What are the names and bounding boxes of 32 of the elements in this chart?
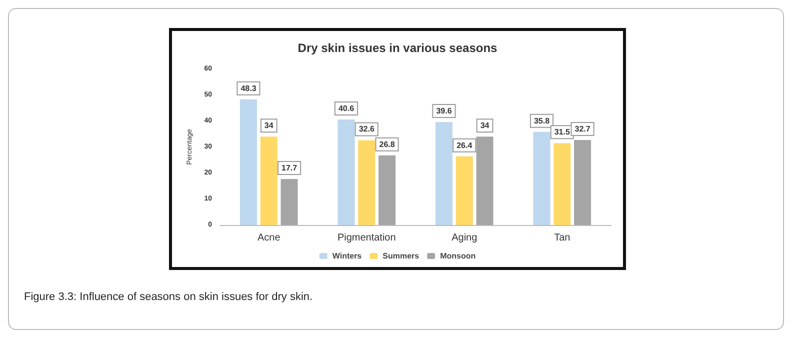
- x-tick-label: Tan: [554, 232, 570, 244]
- data-label: 32.7: [574, 124, 591, 134]
- data-label: 39.6: [436, 106, 452, 116]
- data-label: 34: [480, 121, 490, 130]
- bar: [533, 132, 550, 225]
- bar: [456, 156, 473, 225]
- bar: [574, 140, 592, 225]
- data-label: 40.6: [338, 104, 355, 113]
- data-label: 17.7: [281, 163, 298, 172]
- bar: [378, 155, 396, 225]
- data-label: 26.8: [379, 140, 396, 149]
- x-tick-label: Pigmentation: [337, 232, 396, 244]
- bar: [338, 119, 355, 225]
- legend-label: Winters: [332, 252, 362, 260]
- data-label: 26.4: [456, 140, 473, 150]
- caption: Figure 3.3: Influence of seasons on skin issues for dry skin.: [24, 291, 313, 303]
- bar: [240, 99, 257, 225]
- x-tick-label: Aging: [452, 232, 478, 244]
- data-label: 34: [264, 121, 274, 130]
- bar: [554, 143, 571, 225]
- bar: [358, 140, 376, 225]
- x-tick-label: Acne: [257, 232, 281, 244]
- data-label: 32.6: [358, 124, 375, 134]
- data-label: 48.3: [240, 84, 257, 93]
- legend-label: Monsoon: [440, 252, 476, 260]
- bar: [260, 136, 278, 225]
- legend-label: Summers: [382, 252, 420, 260]
- data-label: 35.8: [534, 116, 550, 126]
- bar: [280, 178, 298, 225]
- chart-title: Dry skin issues in various seasons: [298, 41, 498, 55]
- bar: [435, 122, 452, 225]
- data-label: 31.5: [554, 128, 570, 137]
